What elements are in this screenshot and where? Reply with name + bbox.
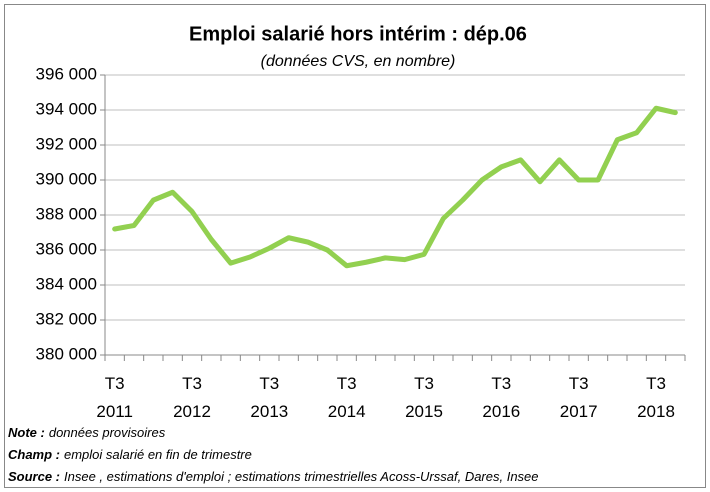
x-tick-label-line: 2013 [250,402,288,421]
y-tick-label: 390 000 [36,169,97,188]
x-tick-label: T3 2015 [405,374,443,421]
x-tick-label-line: T3 [646,374,666,393]
x-tick-label-line: 2011 [96,402,133,421]
x-tick-label-line: T3 [491,374,511,393]
x-tick-label: T3 2016 [482,374,520,421]
x-tick-label-line: T3 [105,374,125,393]
x-tick-label-line: T3 [569,374,589,393]
note: Champ : emploi salarié en fin de trimestr… [8,447,252,462]
x-tick-label-line: 2018 [637,402,675,421]
x-tick-label-line: T3 [182,374,202,393]
frame [4,4,706,488]
y-tick-label: 382 000 [36,309,97,328]
x-tick-label-line: 2014 [328,402,366,421]
y-tick-label: 388 000 [36,204,97,223]
x-tick-label-line: T3 [259,374,279,393]
note-label: Source : [8,469,60,484]
x-tick-label: T3 2011 [96,374,133,421]
note-label: Note : [8,425,45,440]
x-tick-label-line: 2015 [405,402,443,421]
chart-subtitle: (données CVS, en nombre) [261,53,456,70]
x-tick-label-line: T3 [337,374,357,393]
x-tick-label: T3 2018 [637,374,675,421]
y-tick-label: 386 000 [36,239,97,258]
note: Source : Insee , estimations d'emploi ; e… [8,469,539,484]
y-tick-label: 380 000 [36,344,97,363]
x-tick-label-line: T3 [414,374,434,393]
series-line [112,105,678,269]
x-tick-label-line: 2017 [560,402,598,421]
note: Note : données provisoires [8,425,166,440]
y-tick-label: 394 000 [36,99,97,118]
y-tick-label: 396 000 [36,64,97,83]
note-text: données provisoires [49,425,166,440]
chart-title: Emploi salarié hors intérim : dép.06 [189,23,527,45]
note-text: emploi salarié en fin de trimestre [64,447,252,462]
x-tick-label: T3 2017 [560,374,598,421]
y-tick-label: 384 000 [36,274,97,293]
x-tick-label: T3 2013 [250,374,288,421]
note-label: Champ : [8,447,60,462]
x-tick-label-line: 2016 [482,402,520,421]
x-tick-label: T3 2012 [173,374,211,421]
note-text: Insee , estimations d'emploi ; estimatio… [64,469,539,484]
x-tick-label: T3 2014 [328,374,366,421]
x-tick-label-line: 2012 [173,402,211,421]
y-tick-label: 392 000 [36,134,97,153]
